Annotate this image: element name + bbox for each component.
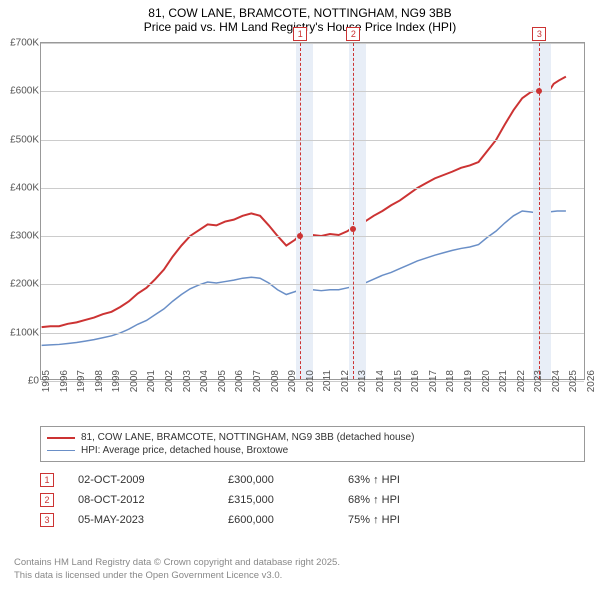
event-row-2: 2 08-OCT-2012 £315,000 68% ↑ HPI [40,490,585,510]
xtick-label: 1999 [111,370,122,410]
ytick-label: £400K [1,182,39,193]
xtick-label: 2025 [568,370,579,410]
legend-label-property: 81, COW LANE, BRAMCOTE, NOTTINGHAM, NG9 … [81,432,414,443]
event-marker-1: 1 [40,473,54,487]
ytick-label: £200K [1,279,39,290]
gridline-h [41,140,584,141]
event-row-3: 3 05-MAY-2023 £600,000 75% ↑ HPI [40,510,585,530]
xtick-label: 2003 [182,370,193,410]
xtick-label: 1995 [41,370,52,410]
xtick-label: 2009 [287,370,298,410]
event-marker-box: 3 [532,27,546,41]
event-price-2: £315,000 [228,494,348,506]
xtick-label: 2018 [445,370,456,410]
xtick-label: 2021 [498,370,509,410]
xtick-label: 2014 [375,370,386,410]
event-dot [350,226,356,232]
event-pct-2: 68% ↑ HPI [348,494,468,506]
gridline-h [41,91,584,92]
xtick-label: 2016 [410,370,421,410]
footer-line2: This data is licensed under the Open Gov… [14,570,340,582]
xtick-label: 2012 [340,370,351,410]
chart-container: 81, COW LANE, BRAMCOTE, NOTTINGHAM, NG9 … [0,0,600,590]
legend-label-hpi: HPI: Average price, detached house, Brox… [81,445,288,456]
xtick-label: 2010 [305,370,316,410]
plot-band [349,43,367,379]
event-vline [353,43,354,379]
xtick-label: 2001 [146,370,157,410]
xtick-label: 1996 [59,370,70,410]
xtick-label: 2013 [357,370,368,410]
event-date-3: 05-MAY-2023 [78,514,228,526]
ytick-label: £100K [1,327,39,338]
event-date-2: 08-OCT-2012 [78,494,228,506]
event-price-3: £600,000 [228,514,348,526]
gridline-h [41,333,584,334]
xtick-label: 2000 [129,370,140,410]
event-pct-1: 63% ↑ HPI [348,474,468,486]
xtick-label: 2002 [164,370,175,410]
plot-area: £0£100K£200K£300K£400K£500K£600K£700K199… [40,42,585,380]
legend-item-property: 81, COW LANE, BRAMCOTE, NOTTINGHAM, NG9 … [47,431,578,444]
xtick-label: 1997 [76,370,87,410]
plot-band [296,43,314,379]
event-vline [300,43,301,379]
xtick-label: 2024 [551,370,562,410]
legend-item-hpi: HPI: Average price, detached house, Brox… [47,444,578,457]
event-marker-3: 3 [40,513,54,527]
event-row-1: 1 02-OCT-2009 £300,000 63% ↑ HPI [40,470,585,490]
gridline-h [41,43,584,44]
xtick-label: 2004 [199,370,210,410]
xtick-label: 1998 [94,370,105,410]
event-marker-box: 1 [293,27,307,41]
xtick-label: 2011 [322,370,333,410]
xtick-label: 2026 [586,370,597,410]
gridline-h [41,236,584,237]
gridline-h [41,188,584,189]
legend-swatch-property [47,437,75,439]
event-marker-2: 2 [40,493,54,507]
event-dot [536,88,542,94]
legend: 81, COW LANE, BRAMCOTE, NOTTINGHAM, NG9 … [40,426,585,462]
xtick-label: 2007 [252,370,263,410]
ytick-label: £700K [1,38,39,49]
xtick-label: 2015 [393,370,404,410]
ytick-label: £300K [1,231,39,242]
event-price-1: £300,000 [228,474,348,486]
legend-swatch-hpi [47,450,75,452]
footer: Contains HM Land Registry data © Crown c… [14,557,340,582]
event-marker-box: 2 [346,27,360,41]
xtick-label: 2017 [428,370,439,410]
event-dot [297,233,303,239]
events-table: 1 02-OCT-2009 £300,000 63% ↑ HPI 2 08-OC… [40,470,585,530]
xtick-label: 2020 [481,370,492,410]
footer-line1: Contains HM Land Registry data © Crown c… [14,557,340,569]
gridline-h [41,284,584,285]
ytick-label: £500K [1,134,39,145]
xtick-label: 2022 [516,370,527,410]
xtick-label: 2008 [270,370,281,410]
event-date-1: 02-OCT-2009 [78,474,228,486]
plot-band [533,43,551,379]
xtick-label: 2005 [217,370,228,410]
title-main: 81, COW LANE, BRAMCOTE, NOTTINGHAM, NG9 … [0,6,600,20]
event-pct-3: 75% ↑ HPI [348,514,468,526]
xtick-label: 2019 [463,370,474,410]
xtick-label: 2006 [234,370,245,410]
ytick-label: £0 [1,376,39,387]
ytick-label: £600K [1,86,39,97]
